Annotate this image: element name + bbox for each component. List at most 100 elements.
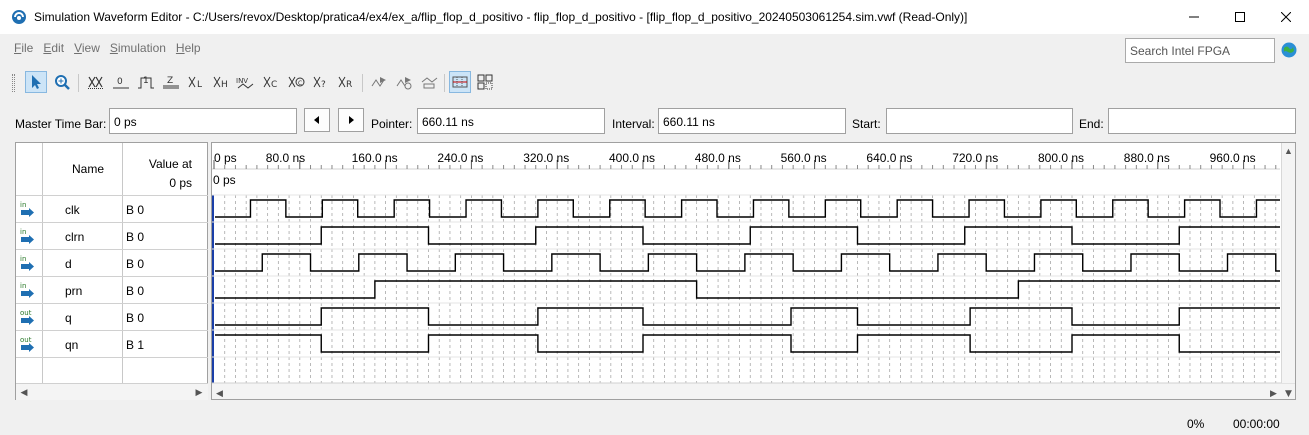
waveform-vertical-scrollbar[interactable]: ▲ bbox=[1281, 143, 1295, 383]
signal-name: prn bbox=[65, 284, 83, 298]
master-time-bar-label: 0 ps bbox=[213, 173, 236, 187]
snap-to-grid-icon bbox=[452, 76, 468, 88]
menu-edit[interactable]: Edit bbox=[43, 41, 64, 55]
waveform-canvas[interactable]: 0 ps 80.0 ns 160.0 ns 240.0 ns 320.0 ns 400.0… bbox=[212, 143, 1296, 400]
waveform-horizontal-scrollbar bbox=[212, 383, 1295, 399]
input-pin-text: in bbox=[20, 228, 26, 236]
signal-value: B 0 bbox=[126, 257, 145, 271]
time-ruler bbox=[212, 143, 1280, 169]
clock-icon: C bbox=[288, 76, 305, 88]
next-transition-button[interactable] bbox=[338, 108, 364, 132]
scroll-up-icon[interactable]: ▲ bbox=[1284, 146, 1293, 156]
high-impedance-icon: Z bbox=[163, 76, 179, 89]
weak-high-button[interactable]: H bbox=[210, 71, 232, 93]
signal-row-clk[interactable]: in clk B 0 bbox=[16, 195, 208, 222]
weak-low-button[interactable]: L bbox=[185, 71, 207, 93]
value-header-line1: Value at bbox=[148, 157, 192, 171]
group-nodes-icon bbox=[477, 74, 493, 90]
menu-help[interactable]: Help bbox=[176, 41, 201, 55]
menu-file-label: ile bbox=[21, 41, 34, 55]
invert-button[interactable]: INV bbox=[235, 71, 257, 93]
menu-view-mnemonic: V bbox=[74, 41, 82, 55]
forcing-unknown-icon bbox=[88, 76, 104, 89]
menu-help-label: elp bbox=[184, 41, 201, 55]
arbitrary-value-button[interactable]: ? bbox=[310, 71, 332, 93]
ruler-tick-label: 160.0 ns bbox=[352, 151, 398, 165]
value-column-header[interactable]: Value at 0 ps bbox=[122, 143, 208, 195]
run-functional-simulation-button[interactable] bbox=[368, 71, 390, 93]
forcing-low-button[interactable]: 0 bbox=[110, 71, 132, 93]
waveform-q bbox=[215, 307, 1280, 326]
close-button[interactable] bbox=[1263, 0, 1309, 34]
signal-row-clrn[interactable]: in clrn B 0 bbox=[16, 222, 208, 249]
high-impedance-button[interactable]: Z bbox=[160, 71, 182, 93]
ruler-tick-label: 240.0 ns bbox=[437, 151, 483, 165]
run-timing-simulation-button[interactable] bbox=[393, 71, 415, 93]
menu-view[interactable]: View bbox=[74, 41, 100, 55]
run-functional-simulation-icon bbox=[371, 77, 386, 87]
waveform-panel[interactable]: 0 ps 80.0 ns 160.0 ns 240.0 ns 320.0 ns 400.0… bbox=[211, 142, 1296, 400]
arrow-right-icon bbox=[349, 116, 354, 124]
signal-name: clrn bbox=[65, 230, 85, 244]
ruler-tick-label: 480.0 ns bbox=[695, 151, 741, 165]
empty-row bbox=[16, 357, 208, 384]
progress-percent: 0% bbox=[1187, 417, 1205, 431]
toolbar-separator bbox=[78, 74, 79, 92]
previous-transition-button[interactable] bbox=[304, 108, 330, 132]
scroll-right-icon[interactable]: ▶ bbox=[195, 386, 203, 397]
search-input[interactable]: Search Intel FPGA bbox=[1125, 38, 1275, 63]
random-value-button[interactable]: R bbox=[335, 71, 357, 93]
menu-file[interactable]: File bbox=[14, 41, 33, 55]
random-value-icon: R bbox=[338, 76, 352, 90]
forcing-clock-text: C bbox=[298, 80, 302, 87]
weak-low-icon: L bbox=[188, 76, 202, 90]
ruler-tick-label: 320.0 ns bbox=[523, 151, 569, 165]
signal-row-qn[interactable]: out qn B 1 bbox=[16, 330, 208, 357]
forcing-unknown-button[interactable] bbox=[85, 71, 107, 93]
signal-row-d[interactable]: in d B 0 bbox=[16, 249, 208, 276]
ruler-tick-label: 640.0 ns bbox=[866, 151, 912, 165]
name-column-header[interactable]: Name bbox=[71, 162, 104, 176]
maximize-icon bbox=[1235, 12, 1245, 22]
start-label: Start: bbox=[852, 117, 881, 131]
status-bar: 0% 00:00:00 bbox=[0, 412, 1309, 435]
zoom-tool-button[interactable] bbox=[51, 71, 73, 93]
generate-netlist-button[interactable] bbox=[418, 71, 440, 93]
master-time-bar-field[interactable]: 0 ps bbox=[109, 108, 297, 134]
snap-to-grid-button[interactable] bbox=[449, 71, 471, 93]
waveform-qn bbox=[215, 334, 1280, 353]
signal-name: clk bbox=[65, 203, 80, 217]
time-bar: Master Time Bar: 0 ps Pointer: 660.11 ns… bbox=[0, 104, 1309, 140]
selection-tool-button[interactable] bbox=[25, 71, 47, 93]
signal-row-prn[interactable]: in prn B 0 bbox=[16, 276, 208, 303]
start-field[interactable] bbox=[886, 108, 1073, 134]
title-bar: Simulation Waveform Editor - C:/Users/re… bbox=[0, 0, 1309, 34]
input-pin-text: in bbox=[20, 255, 26, 263]
signal-table-horizontal-scrollbar[interactable]: ◀ ▶ bbox=[16, 383, 208, 400]
interval-field[interactable]: 660.11 ns bbox=[658, 108, 846, 134]
toolbar: 0 1 Z L H INV C C ? R bbox=[0, 68, 1309, 98]
forcing-high-button[interactable]: 1 bbox=[135, 71, 157, 93]
forcing-high-text: 1 bbox=[143, 76, 149, 86]
forcing-clock-button[interactable]: C bbox=[285, 71, 307, 93]
toolbar-grip[interactable] bbox=[12, 74, 15, 92]
master-time-bar-label: Master Time Bar: bbox=[15, 117, 107, 131]
pointer-label: Pointer: bbox=[371, 117, 413, 131]
count-value-button[interactable]: C bbox=[260, 71, 282, 93]
globe-icon[interactable] bbox=[1281, 42, 1297, 58]
menu-help-mnemonic: H bbox=[175, 41, 185, 55]
high-impedance-text: Z bbox=[167, 76, 173, 86]
maximize-button[interactable] bbox=[1217, 0, 1263, 34]
zoom-icon bbox=[55, 75, 70, 90]
minimize-button[interactable] bbox=[1171, 0, 1217, 34]
forcing-high-icon: 1 bbox=[138, 76, 154, 89]
input-pin-icon: in bbox=[20, 255, 34, 271]
pointer-field[interactable]: 660.11 ns bbox=[417, 108, 605, 134]
end-field[interactable] bbox=[1108, 108, 1296, 134]
signal-row-q[interactable]: out q B 0 bbox=[16, 303, 208, 330]
count-value-text: C bbox=[271, 80, 277, 90]
group-nodes-button[interactable] bbox=[474, 71, 496, 93]
menu-simulation[interactable]: Simulation bbox=[110, 41, 166, 55]
scroll-left-icon[interactable]: ◀ bbox=[20, 386, 28, 397]
ruler-tick-label: 800.0 ns bbox=[1038, 151, 1084, 165]
